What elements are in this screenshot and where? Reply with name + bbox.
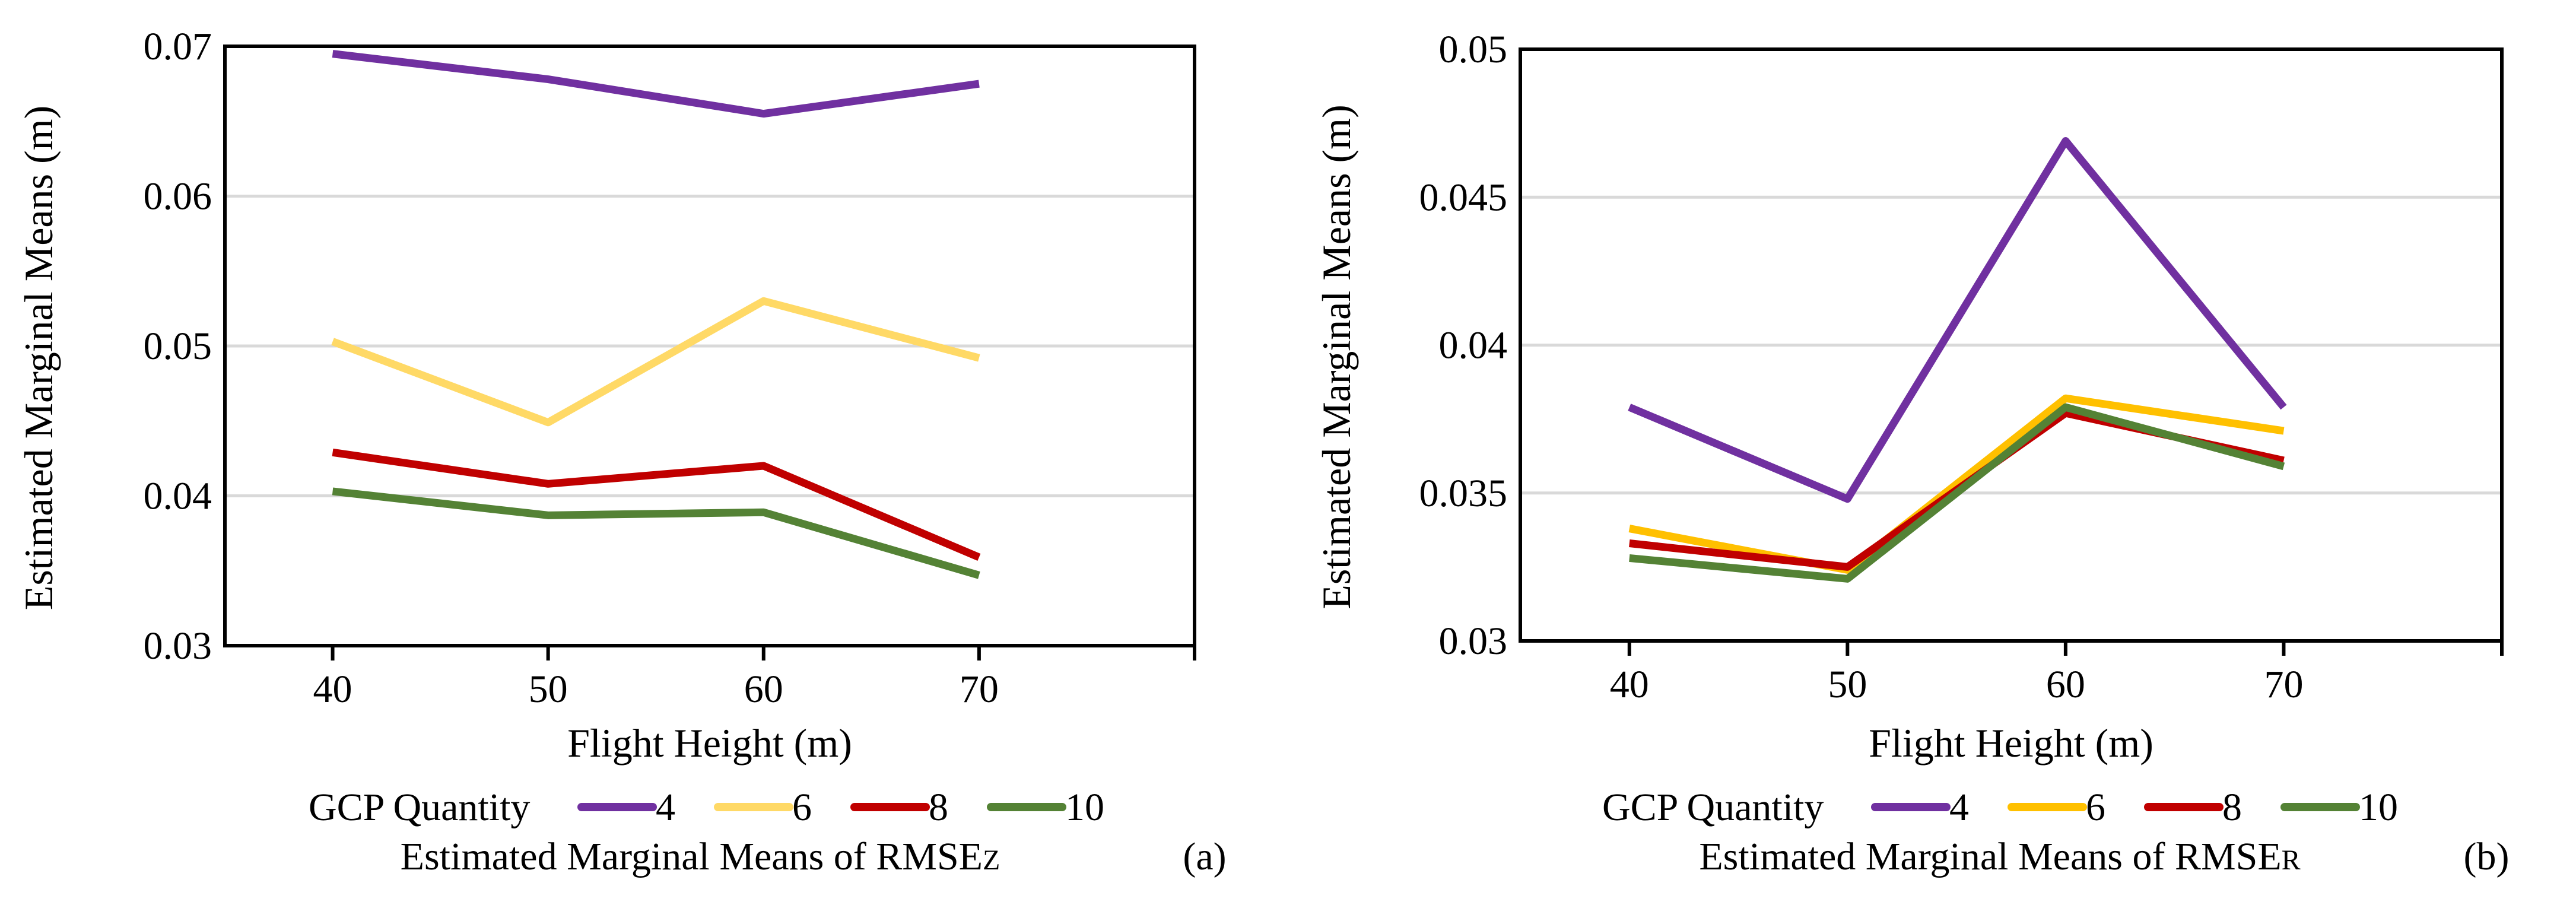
x-tick-label: 70 xyxy=(2264,663,2303,706)
y-axis-title: Estimated Marginal Means (m) xyxy=(1314,104,1359,609)
x-tick-label: 70 xyxy=(960,668,999,711)
series-line-6 xyxy=(1628,394,2285,574)
panel-label: (b) xyxy=(2464,835,2510,878)
series-line-10 xyxy=(1629,403,2285,583)
x-tick-label: 60 xyxy=(744,668,783,711)
y-tick-label: 0.03 xyxy=(144,624,212,668)
legend-title: GCP Quantity xyxy=(309,786,530,829)
y-axis-title: Estimated Marginal Means (m) xyxy=(16,106,61,610)
x-tick-label: 50 xyxy=(529,668,568,711)
series-line-4 xyxy=(332,50,980,118)
caption-text: Estimated Marginal Means of RMSE xyxy=(1699,835,2281,878)
legend-title: GCP Quantity xyxy=(1602,786,1824,829)
legend-label-8: 8 xyxy=(2222,786,2242,829)
panel-label: (a) xyxy=(1183,835,1226,878)
caption-text: Estimated Marginal Means of RMSE xyxy=(401,835,983,878)
y-tick-label: 0.07 xyxy=(144,25,212,68)
legend-label-4: 4 xyxy=(656,786,675,829)
chart-caption: Estimated Marginal Means of RMSEZ xyxy=(401,835,1000,878)
y-tick-label: 0.06 xyxy=(144,175,212,218)
caption-subscript: Z xyxy=(983,844,1000,876)
legend-label-8: 8 xyxy=(929,786,948,829)
x-tick-label: 50 xyxy=(1828,663,1867,706)
legend-label-6: 6 xyxy=(2086,786,2105,829)
y-tick-label: 0.035 xyxy=(1419,472,1508,515)
x-axis-title: Flight Height (m) xyxy=(1869,720,2153,766)
plot-area-border xyxy=(223,45,1196,647)
x-tick-label: 40 xyxy=(313,668,352,711)
legend-label-4: 4 xyxy=(1949,786,1969,829)
y-tick-label: 0.03 xyxy=(1439,620,1508,663)
chart-caption: Estimated Marginal Means of RMSER xyxy=(1699,835,2300,878)
legend-label-6: 6 xyxy=(792,786,812,829)
y-tick-label: 0.05 xyxy=(1439,28,1508,71)
y-tick-label: 0.04 xyxy=(144,475,212,518)
y-tick-label: 0.05 xyxy=(144,325,212,368)
series-line-10 xyxy=(332,487,980,579)
plot-area-border xyxy=(1519,47,2504,643)
x-axis-title: Flight Height (m) xyxy=(567,720,852,766)
legend-label-10: 10 xyxy=(1065,786,1104,829)
y-tick-label: 0.04 xyxy=(1439,324,1508,367)
legend-label-10: 10 xyxy=(2359,786,2398,829)
chart-panel-a: 0.03 0.04 0.05 0.06 0.07 40 50 60 70 Flight Heigh… xyxy=(16,25,1227,878)
chart-panel-b: 0.03 0.035 0.04 0.045 0.05 40 50 60 70 Flight Hei… xyxy=(1314,28,2509,878)
x-tick-label: 40 xyxy=(1610,663,1649,706)
x-tick-label: 60 xyxy=(2046,663,2085,706)
caption-subscript: R xyxy=(2282,844,2301,876)
series-line-8 xyxy=(332,448,981,561)
series-line-6 xyxy=(331,297,980,427)
series-line-4 xyxy=(1628,137,2287,503)
y-tick-label: 0.045 xyxy=(1419,176,1508,219)
